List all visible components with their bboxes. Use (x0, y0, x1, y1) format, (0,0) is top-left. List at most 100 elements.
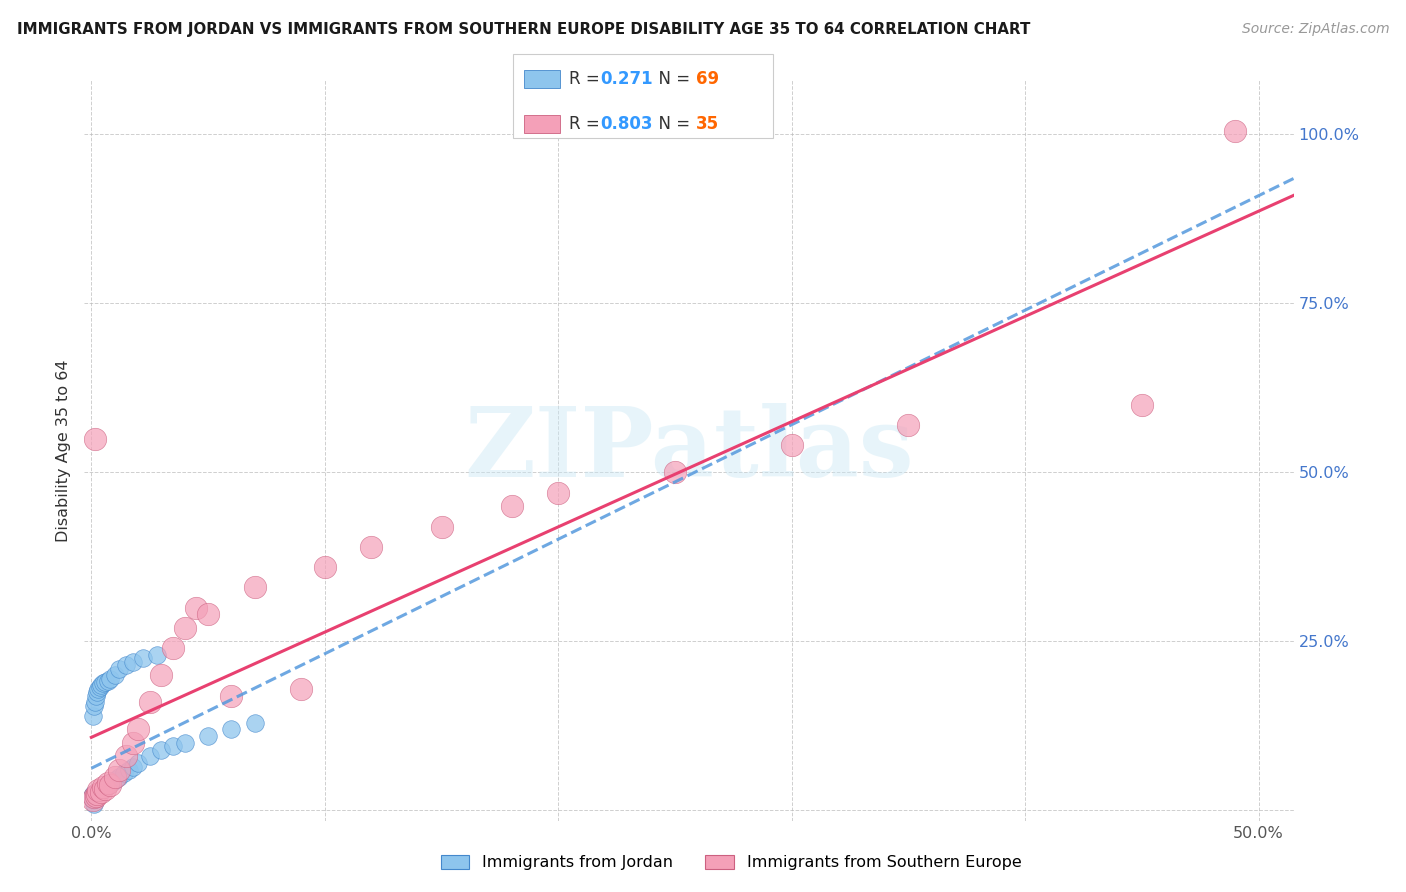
Point (83, 789, 105, 804)
Text: R =: R = (569, 70, 606, 88)
Point (82, 788, 104, 802)
Point (664, 466, 686, 480)
Point (91, 781, 114, 796)
Point (94, 675, 117, 690)
Point (83, 789, 105, 803)
Text: 35: 35 (696, 115, 718, 133)
Point (97, 776, 120, 790)
Point (97, 778, 120, 792)
Point (112, 766, 135, 780)
Point (83, 789, 105, 804)
Point (108, 661, 131, 675)
Point (122, 655, 145, 669)
Text: 0.803: 0.803 (600, 115, 652, 133)
Point (360, 540, 382, 554)
Point (1130, 398, 1153, 412)
Text: N =: N = (648, 70, 696, 88)
Point (86, 788, 108, 802)
Point (127, 756, 149, 771)
Point (84, 789, 107, 803)
Point (115, 749, 138, 764)
Point (138, 695, 160, 709)
Point (104, 668, 127, 682)
Point (82, 793, 104, 807)
Point (90, 678, 112, 692)
Text: R =: R = (569, 115, 606, 133)
Point (86, 788, 108, 802)
Point (86, 789, 108, 804)
Point (780, 438, 803, 452)
Point (101, 775, 124, 789)
Legend: Immigrants from Jordan, Immigrants from Southern Europe: Immigrants from Jordan, Immigrants from … (434, 848, 1028, 877)
Point (86, 787, 108, 801)
Point (84, 689, 107, 703)
Point (97, 673, 120, 688)
Point (186, 600, 208, 615)
Point (83, 698, 105, 713)
Point (243, 715, 266, 730)
Point (83, 695, 105, 709)
Point (197, 729, 219, 743)
Point (430, 519, 453, 533)
Point (173, 736, 195, 750)
Text: 0.271: 0.271 (600, 70, 652, 88)
Point (91, 676, 114, 690)
Point (84, 787, 107, 801)
Point (82, 789, 104, 803)
Point (87, 787, 110, 801)
Point (87, 783, 110, 797)
Point (108, 763, 131, 777)
Point (897, 418, 920, 433)
Point (150, 668, 173, 682)
Point (547, 485, 569, 500)
Point (82, 709, 104, 723)
Point (104, 770, 127, 784)
Text: ZIPatlas: ZIPatlas (464, 403, 914, 498)
Point (1223, 124, 1246, 138)
Point (122, 759, 145, 773)
Point (83, 787, 105, 801)
Point (84, 789, 107, 803)
Point (145, 648, 167, 662)
Point (90, 784, 112, 798)
Point (108, 770, 131, 784)
Point (94, 780, 117, 794)
Point (83, 797, 105, 811)
Point (150, 742, 173, 756)
Text: IMMIGRANTS FROM JORDAN VS IMMIGRANTS FROM SOUTHERN EUROPE DISABILITY AGE 35 TO 6: IMMIGRANTS FROM JORDAN VS IMMIGRANTS FRO… (17, 22, 1031, 37)
Point (82, 792, 104, 806)
Point (314, 560, 336, 574)
Point (98, 778, 121, 792)
Point (84, 788, 107, 802)
Point (89, 786, 111, 800)
Point (87, 789, 110, 804)
Point (80, 789, 103, 804)
Point (162, 641, 184, 656)
Point (86, 787, 108, 801)
Point (197, 607, 219, 622)
Point (83, 787, 105, 801)
Point (84, 789, 107, 804)
Point (87, 785, 110, 799)
Point (90, 783, 112, 797)
Point (98, 672, 121, 686)
Point (104, 773, 127, 788)
Point (94, 781, 117, 796)
Point (221, 723, 243, 737)
Point (86, 787, 108, 801)
Point (84, 789, 107, 804)
Point (82, 793, 104, 807)
Point (83, 790, 105, 805)
Point (82, 787, 104, 801)
Point (86, 685, 108, 699)
Point (84, 786, 107, 800)
Point (86, 789, 108, 803)
Point (290, 681, 312, 696)
Point (115, 658, 138, 673)
Point (90, 784, 112, 798)
Point (501, 500, 523, 514)
Point (243, 580, 266, 594)
Point (98, 776, 121, 790)
Point (83, 432, 105, 446)
Point (87, 681, 110, 696)
